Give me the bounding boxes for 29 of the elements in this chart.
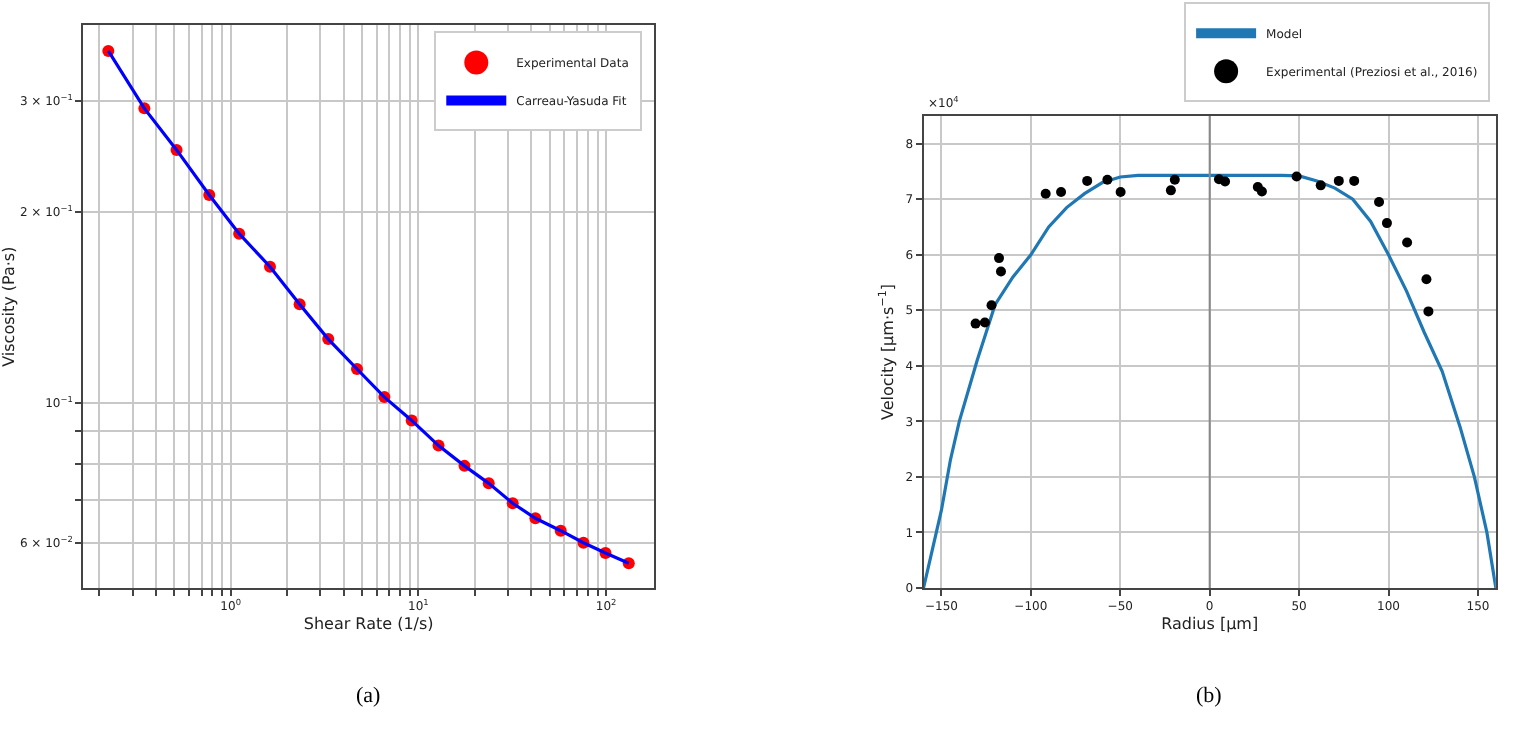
x-axis-title: Shear Rate (1/s) (303, 614, 434, 633)
x-axis-title: Radius [μm] (1161, 614, 1259, 633)
text: (b) (1196, 684, 1223, 708)
point (1165, 185, 1176, 196)
point (970, 318, 981, 329)
point (1402, 237, 1413, 248)
point (1040, 188, 1051, 199)
point (994, 253, 1005, 264)
y-axis-title: Viscosity (Pa·s) (0, 246, 18, 367)
text: (a) (356, 684, 382, 708)
point (1082, 175, 1093, 186)
point (1291, 171, 1302, 182)
point (1315, 180, 1326, 191)
point (1220, 176, 1231, 187)
point (1374, 197, 1385, 207)
point (1115, 187, 1126, 198)
point (1169, 174, 1180, 185)
point (1423, 306, 1434, 317)
point (1333, 175, 1344, 186)
point (1381, 218, 1392, 229)
point (1349, 175, 1360, 186)
point (1056, 187, 1067, 198)
point (1102, 174, 1113, 185)
point (995, 266, 1006, 277)
point (1421, 274, 1432, 285)
point (979, 317, 990, 328)
point (1256, 186, 1267, 197)
point (986, 300, 997, 311)
line-series (923, 173, 1496, 588)
